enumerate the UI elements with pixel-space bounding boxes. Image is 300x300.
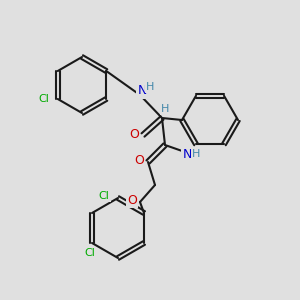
Text: H: H: [146, 82, 154, 92]
Text: O: O: [129, 128, 139, 142]
Text: N: N: [182, 148, 192, 161]
Text: Cl: Cl: [38, 94, 49, 104]
Text: O: O: [134, 154, 144, 166]
Text: N: N: [137, 85, 147, 98]
Text: Cl: Cl: [85, 248, 95, 258]
Text: O: O: [127, 194, 137, 206]
Text: H: H: [161, 104, 169, 114]
Text: H: H: [192, 149, 200, 159]
Text: Cl: Cl: [99, 191, 110, 201]
